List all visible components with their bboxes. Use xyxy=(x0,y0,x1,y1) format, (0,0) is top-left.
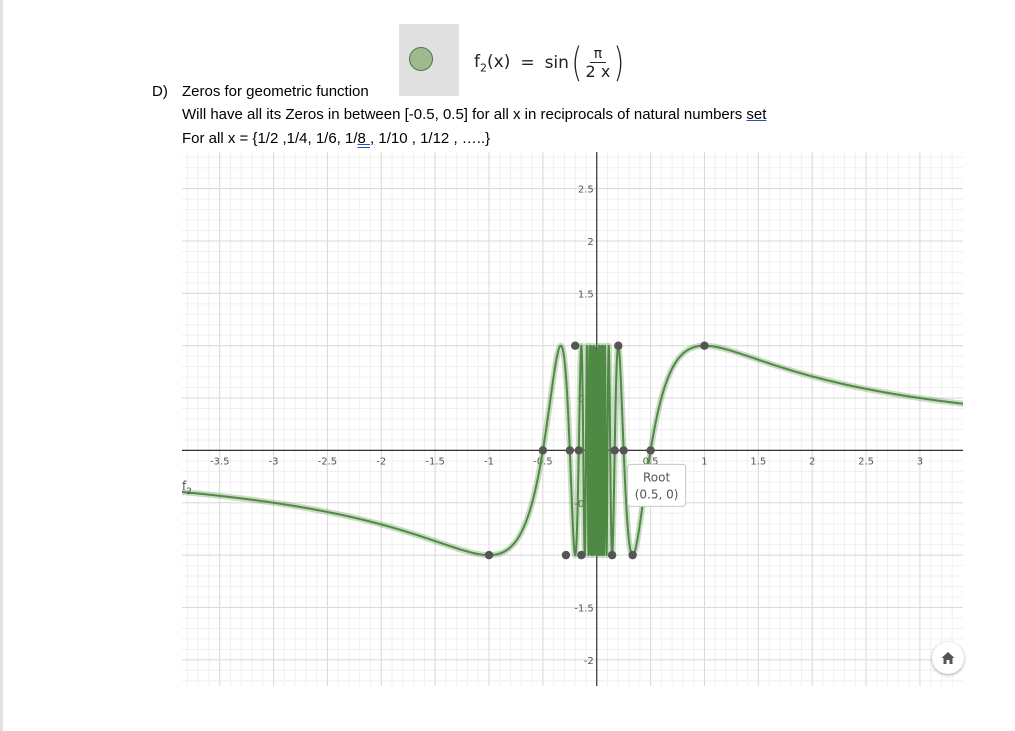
y-tick-label: -1.5 xyxy=(574,603,594,614)
maximum-point[interactable] xyxy=(700,341,709,350)
y-tick-label: 2.5 xyxy=(578,185,594,196)
x-tick-label: -3 xyxy=(269,456,279,467)
section-heading: Zeros for geometric function xyxy=(182,83,369,100)
x-tick-label: 1 xyxy=(701,456,707,467)
section-label: D) xyxy=(152,83,168,100)
root-point[interactable] xyxy=(565,446,575,455)
root-tooltip: Root (0.5, 0) xyxy=(627,463,687,507)
x-tick-label: 2.5 xyxy=(858,456,874,467)
function-graph[interactable]: -3.5 -3 -2.5 -2 -1.5 -1 -0.5 0 0.5 1 1.5… xyxy=(182,152,963,686)
x-tick-label: 3 xyxy=(917,456,923,467)
x-tick-label: -0.5 xyxy=(533,456,553,467)
tooltip-title: Root xyxy=(643,470,670,484)
maximum-point[interactable] xyxy=(614,341,623,350)
y-tick-label: -2 xyxy=(584,656,594,667)
y-tick-label: 2 xyxy=(587,237,593,248)
root-point[interactable] xyxy=(574,446,583,455)
y-tick-label: 1.5 xyxy=(578,289,594,300)
formula-denominator: 2 x xyxy=(585,61,611,81)
minor-grid xyxy=(182,152,963,686)
root-point[interactable] xyxy=(610,446,619,455)
formula-sin: sin xyxy=(544,53,569,73)
special-points[interactable] xyxy=(484,341,709,560)
minimum-point[interactable] xyxy=(577,550,586,560)
formula-function-name: f2(x) xyxy=(474,51,511,75)
x-tick-label: -1.5 xyxy=(425,456,445,467)
minimum-point[interactable] xyxy=(628,550,637,560)
page-left-border xyxy=(0,0,3,731)
root-point[interactable] xyxy=(646,446,655,455)
x-set-line: For all x = {1/2 ,1/4, 1/6, 1/8 , 1/10 ,… xyxy=(182,130,491,147)
root-point[interactable] xyxy=(619,446,628,455)
formula-equals: = xyxy=(520,53,535,73)
x-tick-label: 1.5 xyxy=(750,456,766,467)
x-tick-label: -2.5 xyxy=(318,456,338,467)
maximum-point[interactable] xyxy=(570,341,580,350)
x-tick-label: -3.5 xyxy=(210,456,230,467)
minimum-point[interactable] xyxy=(561,550,571,560)
tooltip-value: (0.5, 0) xyxy=(635,487,679,501)
function-label: f2 xyxy=(182,479,192,497)
function-formula: f2(x) = sin ( π 2 x ) xyxy=(474,40,625,86)
x-tick-label: -2 xyxy=(376,456,386,467)
function-color-swatch[interactable] xyxy=(409,47,433,71)
minimum-point[interactable] xyxy=(607,550,617,560)
home-icon xyxy=(941,652,955,664)
x-tick-label: 2 xyxy=(809,456,815,467)
zeros-description: Will have all its Zeros in between [-0.5… xyxy=(182,106,767,123)
function-curve[interactable] xyxy=(182,344,963,557)
home-view-button[interactable] xyxy=(932,642,964,674)
minimum-point[interactable] xyxy=(484,550,494,560)
formula-numerator: π xyxy=(589,46,607,63)
underlined-word-set: set xyxy=(746,106,767,123)
underlined-eight: 8 , xyxy=(357,130,375,147)
x-tick-label: -1 xyxy=(484,456,494,467)
x-tick-label: 0.5 xyxy=(643,456,659,467)
formula-fraction: π 2 x xyxy=(586,46,611,81)
root-point[interactable] xyxy=(538,446,548,455)
